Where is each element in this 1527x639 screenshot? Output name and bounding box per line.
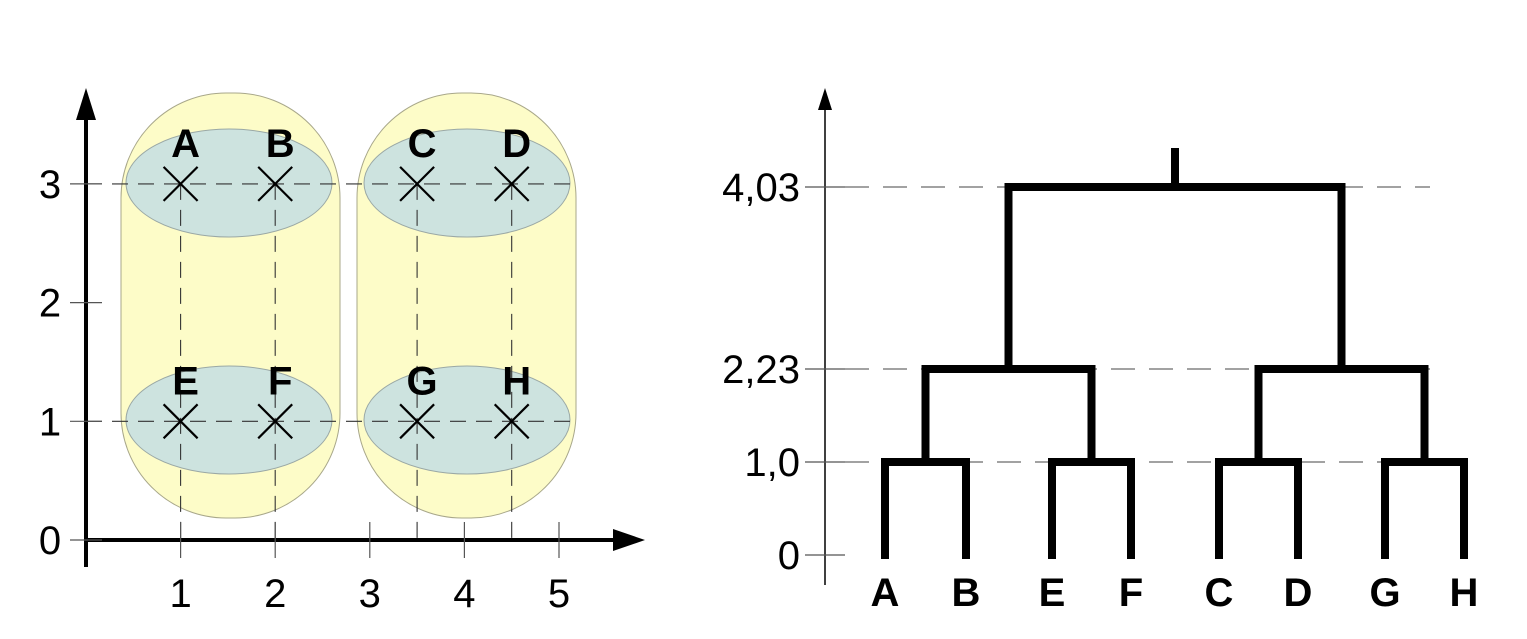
dendrogram-leaf-label: C — [1205, 571, 1234, 615]
x-axis-arrow-icon — [613, 529, 645, 551]
point-d: D — [493, 122, 531, 202]
y-tick-label: 0 — [39, 519, 61, 563]
x-tick-label: 3 — [359, 572, 381, 616]
cross-icon — [399, 166, 435, 202]
cluster-ab — [125, 128, 333, 238]
point-c: C — [399, 122, 437, 202]
dendrogram-link — [921, 365, 1096, 466]
dendrogram-leaf-label: D — [1284, 571, 1313, 615]
point-label: D — [502, 122, 531, 166]
x-ticks: 1 2 3 4 5 — [169, 522, 570, 616]
point-label: A — [171, 122, 200, 166]
dendrogram-leaf-label: H — [1450, 571, 1479, 615]
cross-icon — [493, 166, 530, 202]
cross-icon — [162, 166, 199, 202]
point-label: C — [408, 122, 437, 166]
y-tick-label: 3 — [39, 163, 61, 207]
small-clusters — [125, 128, 571, 475]
x-tick-label: 5 — [548, 572, 570, 616]
point-b: B — [257, 122, 295, 202]
point-label: B — [266, 122, 295, 166]
dendrogram-tick-label: 0 — [778, 534, 800, 578]
point-f: F — [257, 359, 293, 440]
x-tick-label: 4 — [453, 572, 475, 616]
y-tick-label: 1 — [39, 400, 61, 444]
point-g: G — [399, 359, 438, 440]
x-tick-label: 1 — [169, 572, 191, 616]
dendrogram-tick-label: 2,23 — [722, 348, 800, 392]
dendrogram-link — [1381, 458, 1468, 559]
cluster-gh — [363, 365, 571, 475]
dendrogram-leaf-label: B — [952, 571, 981, 615]
x-tick-label: 2 — [264, 572, 286, 616]
dendrogram-link — [881, 458, 970, 559]
y-tick-label: 2 — [39, 282, 61, 326]
point-a: A — [162, 122, 200, 202]
cross-icon — [493, 403, 530, 440]
dendrogram-link — [1048, 458, 1135, 559]
dendrogram-tick-label: 1,0 — [744, 441, 800, 485]
point-h: H — [493, 359, 531, 440]
dendrogram-tick-label: 4,03 — [722, 166, 800, 210]
point-label: F — [268, 359, 292, 403]
cross-icon — [162, 403, 199, 440]
dendrogram-leaf-label: G — [1369, 571, 1400, 615]
cluster-ef — [125, 365, 333, 475]
dendrogram-branches — [881, 148, 1468, 559]
point-e: E — [162, 359, 199, 440]
dendrogram-leaf-label: F — [1119, 571, 1143, 615]
cross-icon — [399, 403, 435, 440]
scatter-plot: 1 2 3 4 5 0 1 2 3 A B C D E F G H — [39, 88, 645, 616]
y-ticks: 0 1 2 3 — [39, 163, 102, 563]
point-label: H — [502, 359, 531, 403]
dendrogram-link — [1254, 365, 1429, 466]
dendrogram-y-axis-arrow-icon — [818, 88, 832, 110]
point-label: E — [172, 359, 199, 403]
points: A B C D E F G H — [162, 122, 531, 440]
scatter-guides — [86, 183, 576, 540]
cross-icon — [257, 166, 293, 202]
dendrogram-leaf-label: A — [871, 571, 900, 615]
dendrogram-link — [1004, 183, 1346, 373]
dendrogram: 0 1,0 2,23 4,03 A B E F C D G H — [722, 88, 1478, 615]
dendrogram-leaf-label: E — [1039, 571, 1066, 615]
point-label: G — [407, 359, 438, 403]
cluster-cd — [363, 128, 571, 238]
cross-icon — [257, 403, 293, 440]
dendrogram-link — [1215, 458, 1302, 559]
y-axis-arrow-icon — [76, 88, 96, 120]
axes — [76, 88, 645, 567]
